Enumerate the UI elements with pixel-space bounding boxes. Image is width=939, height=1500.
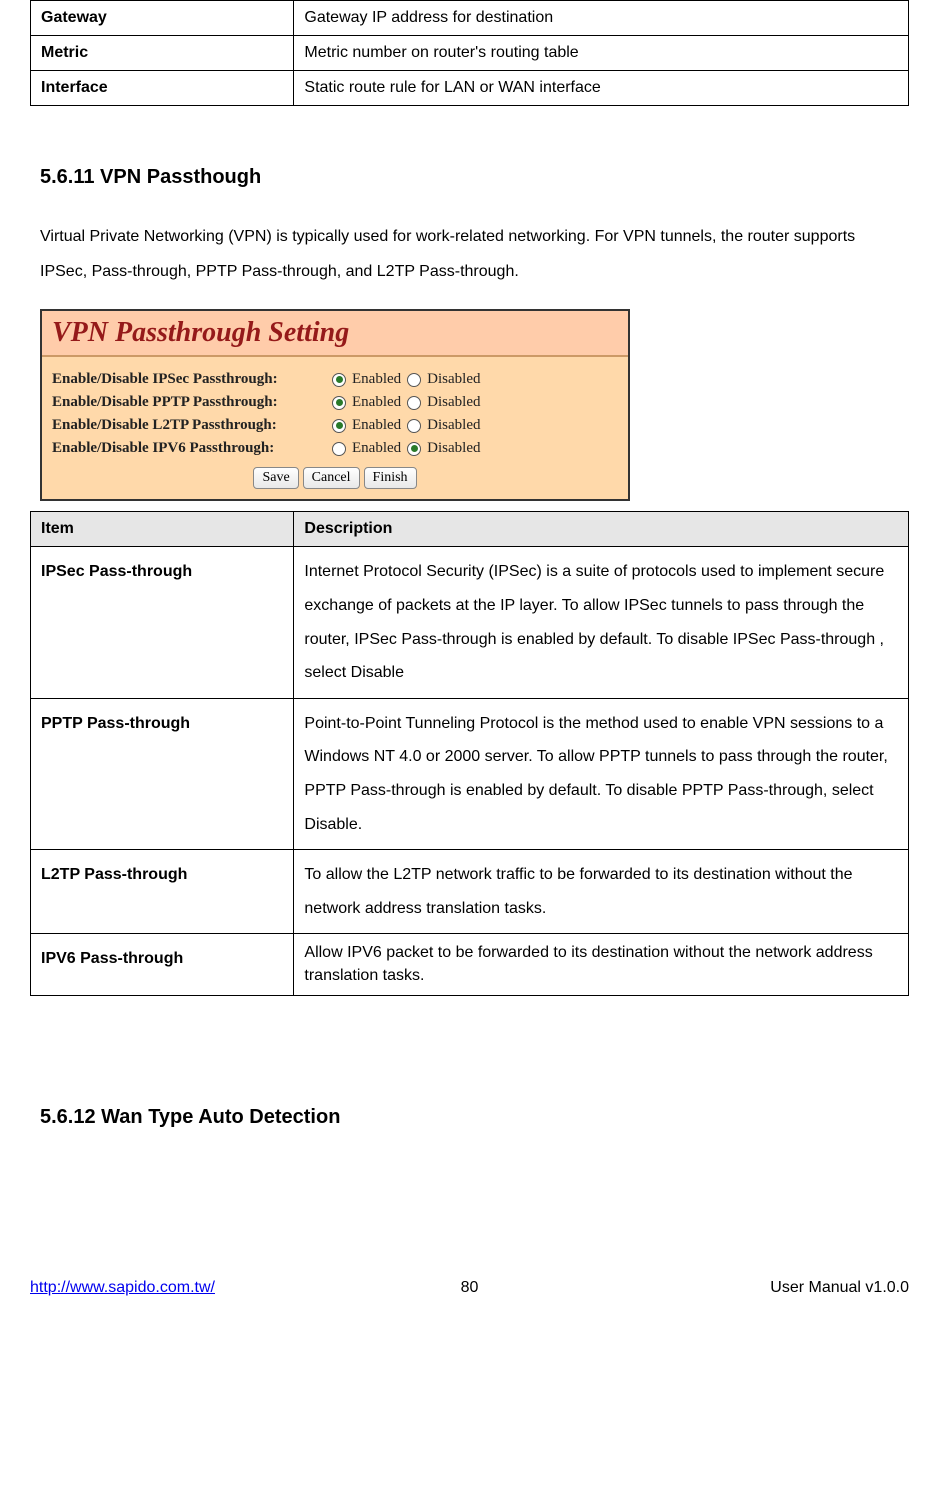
row-item: L2TP Pass-through [31,850,294,934]
radio-disabled-label: Disabled [427,394,480,411]
footer-version: User Manual v1.0.0 [770,1279,909,1297]
table-header-description: Description [294,512,909,547]
vpn-radio-group: Enabled Disabled [332,371,480,388]
radio-enabled-label: Enabled [352,371,401,388]
table-header-item: Item [31,512,294,547]
radio-enabled-label: Enabled [352,440,401,457]
vpn-radio-group: Enabled Disabled [332,394,480,411]
row-description: Internet Protocol Security (IPSec) is a … [294,547,909,698]
table-row: IPV6 Pass-throughAllow IPV6 packet to be… [31,934,909,996]
footer-url[interactable]: http://www.sapido.com.tw/ [30,1279,215,1297]
radio-disabled-label: Disabled [427,440,480,457]
radio-disabled[interactable] [407,373,421,387]
radio-enabled-label: Enabled [352,417,401,434]
table-row: L2TP Pass-throughTo allow the L2TP netwo… [31,850,909,934]
vpn-option-label: Enable/Disable PPTP Passthrough: [52,394,332,411]
radio-disabled-label: Disabled [427,417,480,434]
radio-disabled-label: Disabled [427,371,480,388]
row-desc: Metric number on router's routing table [294,36,909,71]
vpn-radio-group: Enabled Disabled [332,417,480,434]
vpn-option-row: Enable/Disable L2TP Passthrough: Enabled D… [52,417,618,434]
page-footer: http://www.sapido.com.tw/ 80 User Manual… [30,1279,909,1297]
row-item: IPV6 Pass-through [31,934,294,996]
vpn-panel-title: VPN Passthrough Setting [42,311,628,357]
top-definition-table: GatewayGateway IP address for destinatio… [30,0,909,106]
save-button[interactable]: Save [253,467,298,489]
section-heading-vpn: 5.6.11 VPN Passthough [40,166,909,189]
radio-disabled[interactable] [407,396,421,410]
row-description: Allow IPV6 packet to be forwarded to its… [294,934,909,996]
row-label: Metric [31,36,294,71]
vpn-option-row: Enable/Disable PPTP Passthrough: Enabled D… [52,394,618,411]
row-item: IPSec Pass-through [31,547,294,698]
vpn-option-label: Enable/Disable IPV6 Passthrough: [52,440,332,457]
vpn-radio-group: Enabled Disabled [332,440,480,457]
radio-disabled[interactable] [407,419,421,433]
radio-enabled[interactable] [332,419,346,433]
finish-button[interactable]: Finish [364,467,417,489]
row-label: Gateway [31,1,294,36]
vpn-option-row: Enable/Disable IPV6 Passthrough: Enabled D… [52,440,618,457]
cancel-button[interactable]: Cancel [303,467,360,489]
radio-disabled[interactable] [407,442,421,456]
section-heading-wan: 5.6.12 Wan Type Auto Detection [40,1106,909,1129]
table-row: InterfaceStatic route rule for LAN or WA… [31,71,909,106]
footer-page-number: 80 [461,1279,479,1297]
section-paragraph-vpn: Virtual Private Networking (VPN) is typi… [40,219,899,289]
row-label: Interface [31,71,294,106]
vpn-button-row: Save Cancel Finish [52,467,618,489]
table-row: IPSec Pass-throughInternet Protocol Secu… [31,547,909,698]
vpn-option-label: Enable/Disable L2TP Passthrough: [52,417,332,434]
table-row: PPTP Pass-throughPoint-to-Point Tunnelin… [31,698,909,849]
vpn-panel-body: Enable/Disable IPSec Passthrough:Enabled… [42,357,628,499]
table-row: MetricMetric number on router's routing … [31,36,909,71]
row-desc: Gateway IP address for destination [294,1,909,36]
radio-enabled-label: Enabled [352,394,401,411]
vpn-description-table: Item Description IPSec Pass-throughInter… [30,511,909,996]
vpn-option-row: Enable/Disable IPSec Passthrough:Enabled… [52,371,618,388]
row-description: Point-to-Point Tunneling Protocol is the… [294,698,909,849]
radio-enabled[interactable] [332,396,346,410]
row-desc: Static route rule for LAN or WAN interfa… [294,71,909,106]
table-row: GatewayGateway IP address for destinatio… [31,1,909,36]
radio-enabled[interactable] [332,373,346,387]
radio-enabled[interactable] [332,442,346,456]
vpn-option-label: Enable/Disable IPSec Passthrough: [52,371,332,388]
row-description: To allow the L2TP network traffic to be … [294,850,909,934]
row-item: PPTP Pass-through [31,698,294,849]
vpn-passthrough-panel: VPN Passthrough Setting Enable/Disable I… [40,309,630,501]
